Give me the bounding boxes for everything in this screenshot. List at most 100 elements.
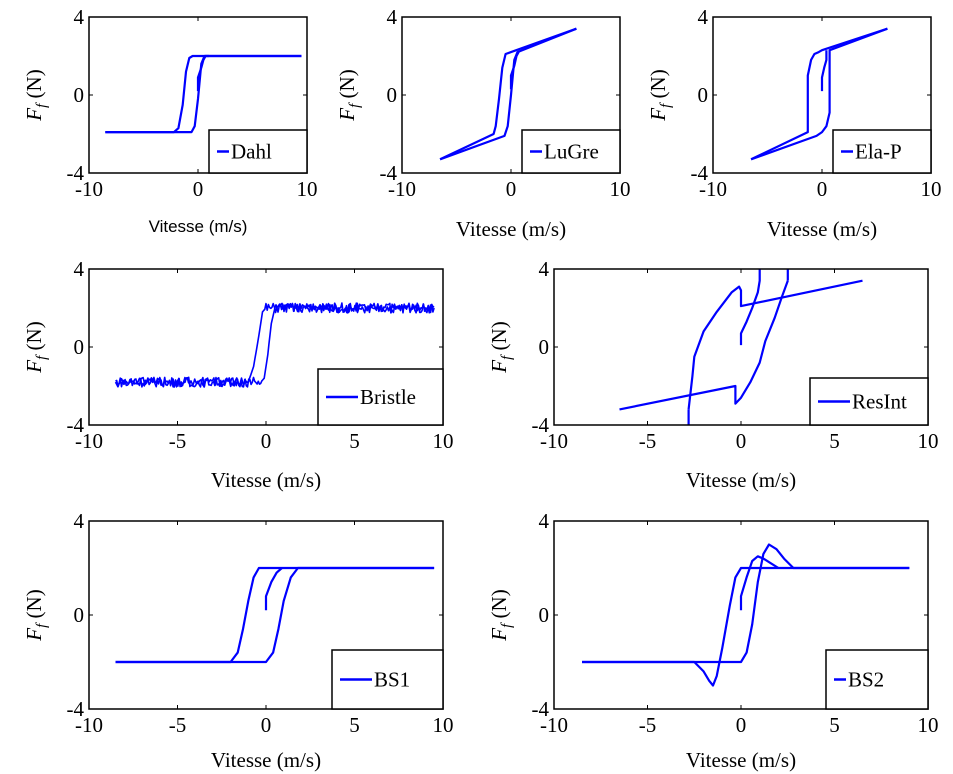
legend: BS2 xyxy=(825,649,929,710)
subplot-lugre: -10 0 10 4 0 -4 Vitesse (m/s) Ff (N) LuGre xyxy=(335,5,631,241)
series-line xyxy=(196,54,209,92)
y-tick-label: 4 xyxy=(539,509,550,533)
subplot-ela-p: -10 0 10 4 0 -4 Vitesse (m/s) Ff (N) Ela-P xyxy=(646,5,942,241)
y-axis-label: Ff (N) xyxy=(22,321,50,373)
y-tick-label: -4 xyxy=(380,161,398,185)
subplot-resint: -10 -5 0 5 10 4 0 -4 Vitesse (m/s) Ff (N) ResInt xyxy=(487,257,939,492)
y-tick-label: 0 xyxy=(698,83,709,107)
x-tick-label: 10 xyxy=(297,177,318,201)
x-tick-label: 0 xyxy=(193,177,204,201)
subplot-bristle: -10 -5 0 5 10 4 0 -4 Vitesse (m/s) Ff (N) Bristle xyxy=(22,257,454,492)
series-group xyxy=(582,543,910,687)
series-line xyxy=(820,50,828,92)
legend-label: Ela-P xyxy=(855,140,902,164)
y-tick-label: -4 xyxy=(67,413,85,437)
series-group xyxy=(105,54,302,134)
y-tick-label: 4 xyxy=(387,5,398,29)
x-tick-label: 0 xyxy=(736,429,747,453)
x-axis-label: Vitesse (m/s) xyxy=(149,217,248,236)
x-tick-label: 0 xyxy=(736,713,747,737)
x-tick-label: 10 xyxy=(610,177,631,201)
x-tick-label: -10 xyxy=(540,429,568,453)
x-tick-label: 10 xyxy=(918,429,939,453)
y-tick-label: 0 xyxy=(539,335,550,359)
series-line xyxy=(687,279,863,410)
series-line xyxy=(739,269,761,346)
y-tick-label: 0 xyxy=(74,335,85,359)
x-tick-label: 5 xyxy=(829,429,840,453)
x-tick-label: -5 xyxy=(169,429,187,453)
x-tick-label: 0 xyxy=(261,429,272,453)
y-tick-label: 0 xyxy=(539,603,550,627)
y-axis-label: Ff (N) xyxy=(646,69,674,121)
x-tick-label: -5 xyxy=(169,713,187,737)
x-tick-label: -10 xyxy=(699,177,727,201)
x-tick-label: 10 xyxy=(433,429,454,453)
x-tick-label: 5 xyxy=(349,713,360,737)
y-axis-label: Ff (N) xyxy=(22,589,50,641)
legend-label: LuGre xyxy=(544,140,599,164)
legend: ResInt xyxy=(809,377,929,426)
subplot-dahl: -10 0 10 4 0 -4 Vitesse (m/s) Ff (N) Dahl xyxy=(22,5,318,236)
x-tick-label: 5 xyxy=(829,713,840,737)
y-tick-label: 0 xyxy=(74,603,85,627)
legend: BS1 xyxy=(331,649,444,710)
legend: LuGre xyxy=(521,129,621,174)
x-tick-label: -10 xyxy=(75,177,103,201)
x-tick-label: 10 xyxy=(918,713,939,737)
x-axis-label: Vitesse (m/s) xyxy=(211,468,321,492)
series-group xyxy=(750,27,888,161)
y-tick-label: 4 xyxy=(74,5,85,29)
series-line xyxy=(105,54,302,134)
y-tick-label: -4 xyxy=(691,161,709,185)
series-group xyxy=(114,302,435,388)
x-tick-label: -10 xyxy=(75,713,103,737)
series-line xyxy=(739,555,779,611)
legend: Ela-P xyxy=(832,129,932,174)
series-line xyxy=(509,51,520,90)
x-tick-label: 10 xyxy=(921,177,942,201)
y-tick-label: -4 xyxy=(67,161,85,185)
x-tick-label: 0 xyxy=(261,713,272,737)
y-tick-label: 0 xyxy=(74,83,85,107)
subplot-bs1: -10 -5 0 5 10 4 0 -4 Vitesse (m/s) Ff (N) BS1 xyxy=(22,509,454,772)
legend-label: Bristle xyxy=(360,385,416,409)
x-tick-label: -10 xyxy=(540,713,568,737)
series-line xyxy=(582,543,910,664)
legend: Dahl xyxy=(208,129,308,174)
series-line xyxy=(105,54,302,134)
series-line xyxy=(115,566,435,664)
x-axis-label: Vitesse (m/s) xyxy=(767,217,877,241)
series-line xyxy=(619,280,789,411)
legend-label: ResInt xyxy=(852,390,907,414)
series-group xyxy=(439,27,577,161)
legend-label: BS1 xyxy=(374,668,410,692)
y-tick-label: 4 xyxy=(698,5,709,29)
y-axis-label: Ff (N) xyxy=(335,69,363,121)
y-tick-label: 4 xyxy=(74,509,85,533)
y-axis-label: Ff (N) xyxy=(22,69,50,121)
series-group xyxy=(619,269,863,425)
x-tick-label: -10 xyxy=(388,177,416,201)
y-tick-label: 4 xyxy=(74,257,85,281)
subplot-bs2: -10 -5 0 5 10 4 0 -4 Vitesse (m/s) Ff (N) BS2 xyxy=(487,509,939,772)
x-tick-label: -5 xyxy=(639,429,657,453)
x-tick-label: 0 xyxy=(817,177,828,201)
legend-label: Dahl xyxy=(231,140,272,164)
x-axis-label: Vitesse (m/s) xyxy=(211,748,321,772)
series-line xyxy=(264,567,283,611)
series-line xyxy=(750,27,888,161)
x-axis-label: Vitesse (m/s) xyxy=(456,217,566,241)
y-tick-label: 0 xyxy=(387,83,398,107)
series-line xyxy=(114,302,435,388)
series-group xyxy=(115,566,435,664)
x-tick-label: 5 xyxy=(349,429,360,453)
x-tick-label: 0 xyxy=(506,177,517,201)
y-tick-label: -4 xyxy=(532,413,550,437)
y-tick-label: -4 xyxy=(67,697,85,721)
series-line xyxy=(439,27,577,161)
y-axis-label: Ff (N) xyxy=(487,321,515,373)
y-axis-label: Ff (N) xyxy=(487,589,515,641)
legend: Bristle xyxy=(317,368,444,426)
